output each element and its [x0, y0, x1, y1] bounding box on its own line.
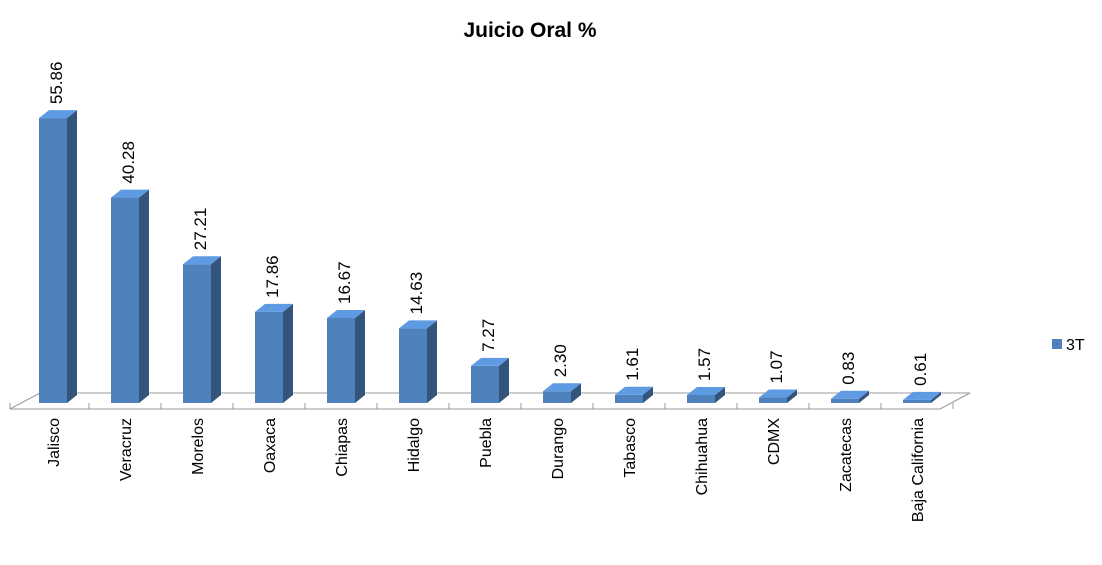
x-tick-label: Chiapas — [334, 418, 351, 477]
bar — [327, 317, 355, 403]
bar — [543, 391, 571, 403]
bar-top — [255, 303, 293, 312]
bar — [903, 399, 931, 403]
bar-side — [787, 389, 797, 403]
x-tick-label: Durango — [550, 418, 567, 479]
data-label: 1.61 — [623, 348, 642, 381]
bar-side — [571, 383, 581, 403]
bar — [687, 394, 715, 403]
data-label: 40.28 — [119, 141, 138, 184]
bar-side — [139, 189, 149, 403]
data-label: 17.86 — [263, 255, 282, 298]
bar — [831, 398, 859, 403]
bar — [471, 365, 499, 403]
bar-top — [831, 390, 869, 399]
bar-side — [499, 357, 509, 403]
bar-top — [399, 320, 437, 329]
bar — [399, 328, 427, 403]
bar-top — [183, 256, 221, 265]
legend-label: 3T — [1066, 337, 1085, 354]
bar-side — [715, 386, 725, 403]
x-tick-label: Chihuahua — [694, 418, 711, 496]
bar-top — [39, 110, 77, 119]
bar-top — [615, 386, 653, 395]
bar-top — [111, 189, 149, 198]
bar-top — [543, 383, 581, 392]
x-tick-label: Baja California — [910, 418, 927, 522]
x-tick-label: Jalisco — [46, 418, 63, 467]
bar-side — [67, 110, 77, 403]
data-label: 2.30 — [551, 344, 570, 377]
bar-top — [687, 386, 725, 395]
bar-side — [427, 320, 437, 403]
data-label: 0.83 — [839, 352, 858, 385]
bar — [39, 118, 67, 403]
bar-side — [211, 256, 221, 403]
bar-side — [643, 386, 653, 403]
bar-side — [859, 390, 869, 403]
x-tick-label: CDMX — [766, 418, 783, 465]
data-label: 55.86 — [47, 62, 66, 105]
data-label: 16.67 — [335, 261, 354, 304]
data-label: 0.61 — [911, 353, 930, 386]
x-tick-label: Oaxaca — [262, 418, 279, 473]
bar-side — [931, 391, 941, 403]
data-label: 14.63 — [407, 272, 426, 315]
bar — [255, 311, 283, 403]
data-label: 1.07 — [767, 350, 786, 383]
bar-top — [759, 389, 797, 398]
x-tick-label: Hidalgo — [406, 418, 423, 472]
x-tick-label: Zacatecas — [838, 418, 855, 492]
x-tick-label: Morelos — [190, 418, 207, 475]
bar — [111, 197, 139, 403]
bar-side — [283, 303, 293, 403]
x-tick-label: Puebla — [478, 418, 495, 468]
data-label: 27.21 — [191, 208, 210, 251]
bar-top — [903, 391, 941, 400]
bar-top — [471, 357, 509, 366]
legend-swatch — [1052, 339, 1062, 349]
data-label: 7.27 — [479, 319, 498, 352]
bar-side — [355, 309, 365, 403]
data-label: 1.57 — [695, 348, 714, 381]
x-tick-label: Veracruz — [118, 418, 135, 481]
bar-top — [327, 309, 365, 318]
bar — [183, 264, 211, 403]
bar — [759, 397, 787, 403]
chart-title: Juicio Oral % — [463, 19, 596, 42]
x-tick-label: Tabasco — [622, 418, 639, 478]
bar — [615, 394, 643, 403]
